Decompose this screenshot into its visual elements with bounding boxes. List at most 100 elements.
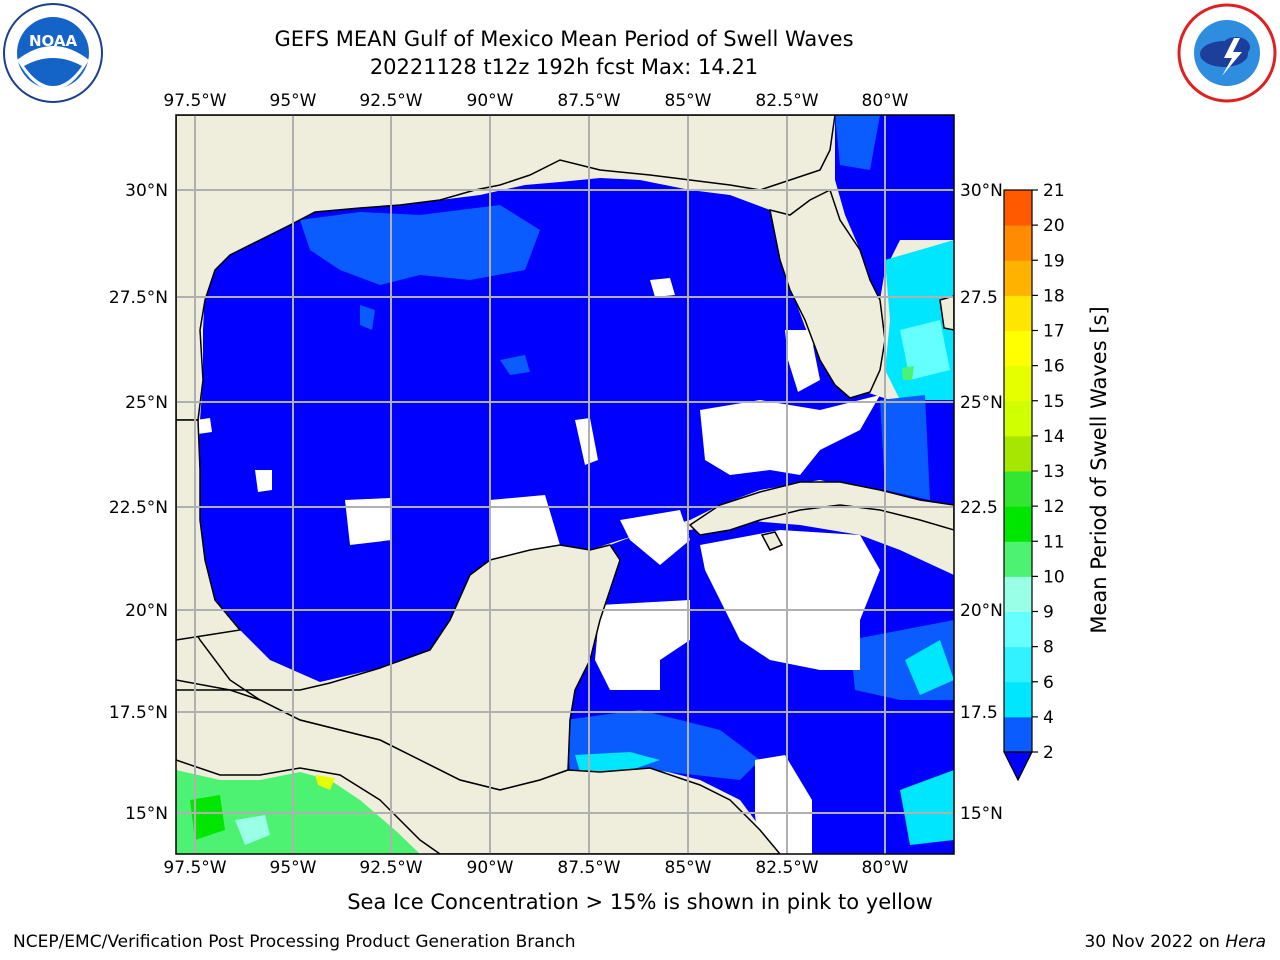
colorbar-segment xyxy=(1004,435,1032,472)
no-data-area-7 xyxy=(755,755,812,854)
colorbar-tick-label: 2 xyxy=(1043,743,1054,763)
lon-labels-top: 97.5°W 95°W 92.5°W 90°W 87.5°W 85°W 82.5°W 80°W xyxy=(163,91,908,111)
no-data-area-4 xyxy=(490,495,560,560)
colorbar-tick-label: 20 xyxy=(1043,216,1065,236)
isle-of-youth xyxy=(760,531,784,551)
colorbar-tick-label: 8 xyxy=(1043,638,1054,658)
chart-subtitle: 20221128 t12z 192h fcst Max: 14.21 xyxy=(369,55,759,79)
lat-label-right: 25°N xyxy=(960,393,1003,413)
lon-label-top: 80°W xyxy=(862,91,909,111)
lon-label-bottom: 97.5°W xyxy=(163,858,226,878)
lat-label-left: 20°N xyxy=(125,601,168,621)
colorbar-tick-label: 11 xyxy=(1043,532,1065,552)
no-data-area-2 xyxy=(700,530,880,670)
nws-logo xyxy=(1177,3,1277,103)
gulf-ocean xyxy=(198,178,954,682)
graticule xyxy=(176,115,954,854)
no-data-area-9 xyxy=(650,278,675,297)
swell-patch-small xyxy=(500,355,530,375)
lon-label-top: 95°W xyxy=(270,91,317,111)
swell-patch-atlantic-3 xyxy=(900,320,950,380)
lat-label-right: 17.5 xyxy=(960,703,998,723)
colorbar-label: Mean Period of Swell Waves [s] xyxy=(1087,306,1111,633)
colorbar-segment xyxy=(1004,576,1032,612)
lat-labels-left: 30°N 27.5°N 25°N 22.5°N 20°N 17.5°N 15°N xyxy=(109,181,168,824)
colorbar-segment xyxy=(1004,646,1032,683)
lat-label-right: 30°N xyxy=(960,181,1003,201)
map-frame xyxy=(175,114,955,855)
no-data-area-1 xyxy=(700,395,880,475)
colorbar-tick-label: 10 xyxy=(1043,567,1065,587)
colorbar-tick-label: 13 xyxy=(1043,462,1065,482)
lon-label-bottom: 82.5°W xyxy=(755,858,818,878)
colorbar-segment xyxy=(1004,681,1032,718)
mexico-west-land xyxy=(176,419,242,641)
colorbar-ticks: 2 4 6 8 9 10 11 12 13 14 15 16 17 18 19 20 21 xyxy=(1032,181,1065,763)
lon-label-bottom: 90°W xyxy=(467,858,514,878)
no-data-area-12 xyxy=(196,418,212,434)
lon-label-bottom: 95°W xyxy=(270,858,317,878)
colorbar-tick-label: 6 xyxy=(1043,673,1054,693)
lon-label-bottom: 80°W xyxy=(862,858,909,878)
no-data-area-8 xyxy=(575,418,598,465)
swell-patch-east-3 xyxy=(900,770,954,845)
swell-patch-straits xyxy=(880,395,930,500)
date-label: 30 Nov 2022 on xyxy=(1084,932,1220,952)
colorbar-tick-label: 9 xyxy=(1043,603,1054,623)
lat-labels-right: 30°N 27.5 25°N 22.5 20°N 17.5 15°N xyxy=(960,181,1003,824)
colorbar-under-arrow xyxy=(1003,751,1033,782)
colorbar-segment xyxy=(1004,260,1032,296)
colorbar-segment xyxy=(1004,400,1032,437)
colorbar-segment xyxy=(1004,330,1032,367)
no-data-area-5 xyxy=(620,510,690,565)
colorbar xyxy=(1003,189,1033,782)
pacific-swell-patch-2 xyxy=(190,795,225,840)
pacific-swell-patch xyxy=(235,815,270,845)
florida-land xyxy=(769,188,886,399)
lat-label-left: 27.5°N xyxy=(109,288,168,308)
swell-patch-atlantic-4 xyxy=(902,366,914,380)
date-text: 30 Nov 2022 on Hera xyxy=(1084,932,1266,952)
colorbar-segment xyxy=(1004,471,1032,507)
lon-labels-bottom: 97.5°W 95°W 92.5°W 90°W 87.5°W 85°W 82.5°W 80°W xyxy=(163,858,908,878)
colorbar-segment xyxy=(1004,365,1032,402)
lon-label-bottom: 87.5°W xyxy=(557,858,620,878)
lon-label-top: 90°W xyxy=(467,91,514,111)
map-area xyxy=(176,115,954,854)
lat-label-left: 25°N xyxy=(125,393,168,413)
credit-text: NCEP/EMC/Verification Post Processing Pr… xyxy=(13,932,576,952)
lat-label-right: 20°N xyxy=(960,601,1003,621)
swell-patch-east-2 xyxy=(905,640,954,695)
no-data-area-11 xyxy=(255,470,272,492)
lon-label-top: 85°W xyxy=(665,91,712,111)
colorbar-segment xyxy=(1004,611,1032,648)
colorbar-tick-label: 16 xyxy=(1043,357,1065,377)
colorbar-segment xyxy=(1004,506,1032,542)
colorbar-segment xyxy=(1004,716,1032,753)
swell-patch-atlantic xyxy=(835,115,880,170)
swell-patch-caribbean-2 xyxy=(575,752,660,772)
colorbar-segment xyxy=(1004,295,1032,331)
colorbar-segment xyxy=(1004,541,1032,577)
no-data-area-6 xyxy=(345,498,392,545)
lat-label-left: 17.5°N xyxy=(109,703,168,723)
lat-label-left: 15°N xyxy=(125,804,168,824)
lat-label-right: 22.5 xyxy=(960,498,998,518)
noaa-logo-text: NOAA xyxy=(29,32,78,50)
no-data-area-3 xyxy=(595,600,690,690)
lon-label-top: 82.5°W xyxy=(755,91,818,111)
colorbar-tick-label: 19 xyxy=(1043,251,1065,271)
sea-ice-note: Sea Ice Concentration > 15% is shown in … xyxy=(347,890,933,914)
no-data-area-10 xyxy=(785,330,820,392)
colorbar-segment xyxy=(1004,225,1032,261)
colorbar-tick-label: 12 xyxy=(1043,497,1065,517)
chart-title: GEFS MEAN Gulf of Mexico Mean Period of … xyxy=(274,27,854,51)
lon-label-bottom: 85°W xyxy=(665,858,712,878)
colorbar-tick-label: 14 xyxy=(1043,427,1065,447)
colorbar-segment xyxy=(1004,190,1032,226)
lat-label-left: 22.5°N xyxy=(109,498,168,518)
lon-label-top: 92.5°W xyxy=(359,91,422,111)
lon-label-top: 97.5°W xyxy=(163,91,226,111)
colorbar-tick-label: 4 xyxy=(1043,708,1054,728)
